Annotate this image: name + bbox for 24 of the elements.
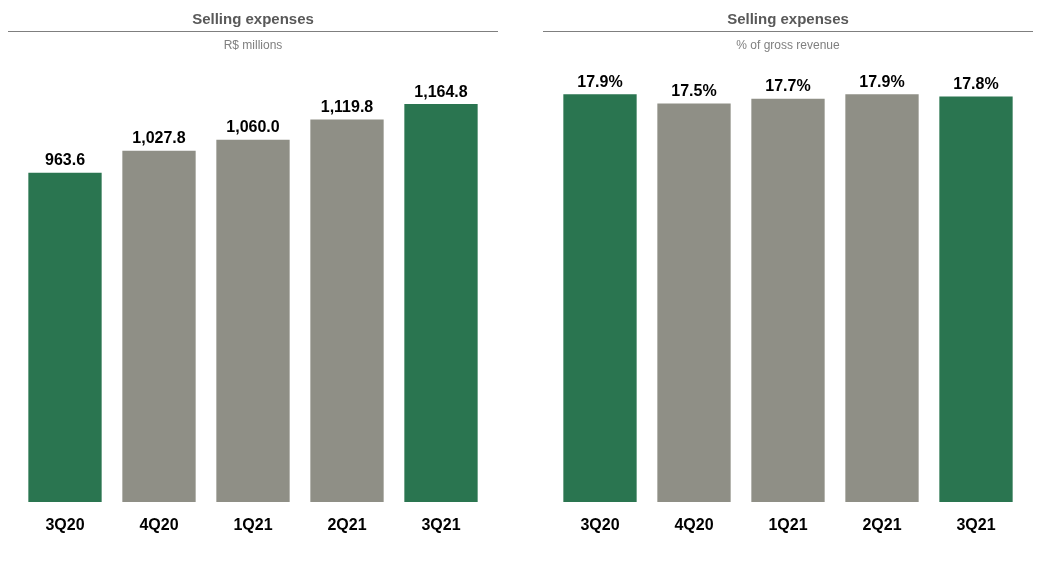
x-tick-label: 3Q21 <box>421 515 461 533</box>
data-label: 17.9% <box>577 72 623 90</box>
data-label: 1,164.8 <box>414 82 468 100</box>
data-label: 1,027.8 <box>132 129 186 147</box>
data-label: 1,119.8 <box>320 97 374 115</box>
x-tick-label: 3Q20 <box>45 515 85 533</box>
x-tick-label: 3Q20 <box>580 515 620 533</box>
data-label: 963.6 <box>44 151 86 169</box>
chart-title: Selling expenses <box>8 10 498 32</box>
data-label: 17.5% <box>671 81 717 99</box>
data-label: 17.7% <box>765 77 811 95</box>
x-tick-label: 4Q20 <box>139 515 179 533</box>
data-label: 17.8% <box>953 75 999 93</box>
x-tick-label: 2Q21 <box>862 515 902 533</box>
chart-title: Selling expenses <box>543 10 1033 32</box>
x-tick-label: 3Q21 <box>956 515 996 533</box>
x-tick-label: 1Q21 <box>768 515 808 533</box>
x-tick-label: 1Q21 <box>233 515 273 533</box>
chart-subtitle: % of gross revenue <box>735 38 841 52</box>
data-label: 1,060.0 <box>226 118 280 136</box>
x-tick-label: 4Q20 <box>674 515 714 533</box>
chart-subtitle: R$ millions <box>222 38 284 52</box>
x-tick-label: 2Q21 <box>327 515 367 533</box>
data-label: 17.9% <box>859 72 905 90</box>
